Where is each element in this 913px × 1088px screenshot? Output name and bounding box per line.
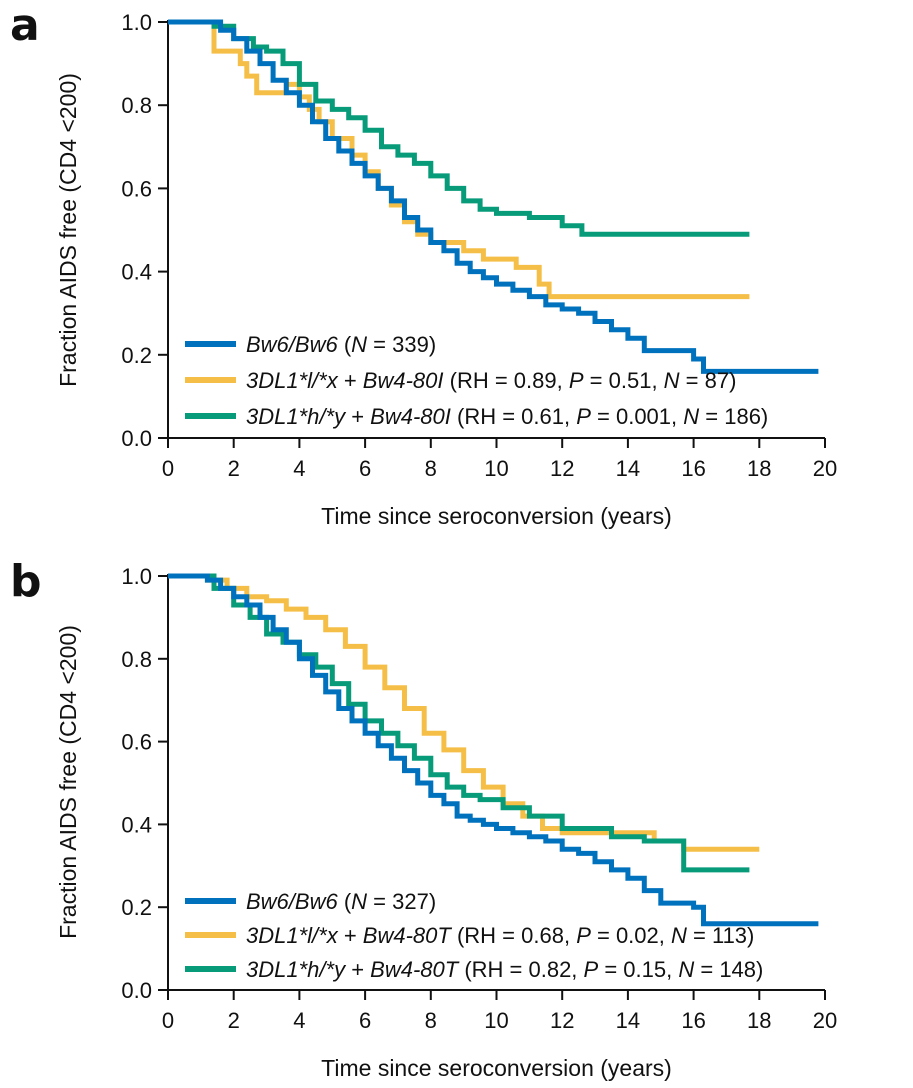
legend: Bw6/Bw6 (N = 339) 3DL1*l/*x + Bw4-80I (RH…: [185, 332, 768, 429]
y-tick-label: 0.2: [121, 343, 152, 368]
series-line-blue: [168, 573, 819, 927]
panel-letter: a: [10, 0, 40, 51]
legend-entry: 3DL1*l/*x + Bw4-80T (RH = 0.68, P = 0.02…: [246, 923, 754, 948]
y-tick-label: 0.6: [121, 176, 152, 201]
y-tick-label: 0.0: [121, 978, 152, 1003]
x-tick-label: 4: [293, 1008, 305, 1033]
y-tick-label: 0.8: [121, 93, 152, 118]
legend-entry: Bw6/Bw6 (N = 327): [246, 889, 436, 914]
y-axis-label: Fraction AIDS free (CD4 <200): [55, 73, 81, 387]
x-tick-label: 4: [293, 456, 305, 481]
x-tick-label: 14: [616, 456, 640, 481]
legend-entry: 3DL1*h/*y + Bw4-80I (RH = 0.61, P = 0.00…: [246, 404, 768, 429]
legend: Bw6/Bw6 (N = 327) 3DL1*l/*x + Bw4-80T (RH…: [185, 889, 763, 982]
x-tick-label: 18: [747, 456, 771, 481]
x-tick-label: 2: [228, 456, 240, 481]
x-tick-label: 20: [813, 456, 837, 481]
series-line-orange: [168, 573, 760, 852]
panel-a: a 0.0 0.2 0.4 0.6 0.8 1.0 0 2 4 6 8 10 12 14 16 18 20 Time…: [10, 0, 837, 529]
x-tick-label: 8: [425, 456, 437, 481]
x-tick-label: 0: [162, 456, 174, 481]
x-tick-label: 2: [228, 1008, 240, 1033]
x-tick-label: 14: [616, 1008, 640, 1033]
x-tick-label: 8: [425, 1008, 437, 1033]
y-tick-label: 0.4: [121, 260, 152, 285]
x-tick-label: 18: [747, 1008, 771, 1033]
legend-entry: Bw6/Bw6 (N = 339): [246, 332, 436, 357]
legend-entry: 3DL1*l/*x + Bw4-80I (RH = 0.89, P = 0.51…: [246, 368, 736, 393]
y-tick-label: 0.2: [121, 895, 152, 920]
x-tick-label: 16: [681, 1008, 705, 1033]
y-tick-label: 1.0: [121, 10, 152, 35]
x-tick-label: 6: [359, 456, 371, 481]
x-tick-label: 12: [550, 1008, 574, 1033]
series-line-orange: [168, 19, 750, 300]
y-axis-label: Fraction AIDS free (CD4 <200): [55, 625, 81, 939]
y-tick-label: 0.6: [121, 730, 152, 755]
series-line-green: [168, 19, 750, 237]
y-tick-label: 0.8: [121, 647, 152, 672]
panel-letter: b: [10, 556, 42, 607]
x-axis-label: Time since seroconversion (years): [321, 503, 672, 529]
x-tick-label: 6: [359, 1008, 371, 1033]
y-tick-label: 0.4: [121, 812, 152, 837]
y-tick-label: 1.0: [121, 564, 152, 589]
series-line-blue: [168, 19, 819, 374]
x-tick-label: 20: [813, 1008, 837, 1033]
legend-entry: 3DL1*h/*y + Bw4-80T (RH = 0.82, P = 0.15…: [246, 957, 763, 982]
panel-b: b 0.0 0.2 0.4 0.6 0.8 1.0 0 2 4 6 8 10 12 14 16 18 20 Time…: [10, 556, 837, 1081]
x-tick-label: 10: [484, 456, 508, 481]
x-tick-label: 10: [484, 1008, 508, 1033]
x-axis-label: Time since seroconversion (years): [321, 1055, 672, 1081]
series-line-green: [168, 573, 750, 873]
x-tick-label: 0: [162, 1008, 174, 1033]
x-tick-label: 16: [681, 456, 705, 481]
y-tick-label: 0.0: [121, 426, 152, 451]
x-tick-label: 12: [550, 456, 574, 481]
